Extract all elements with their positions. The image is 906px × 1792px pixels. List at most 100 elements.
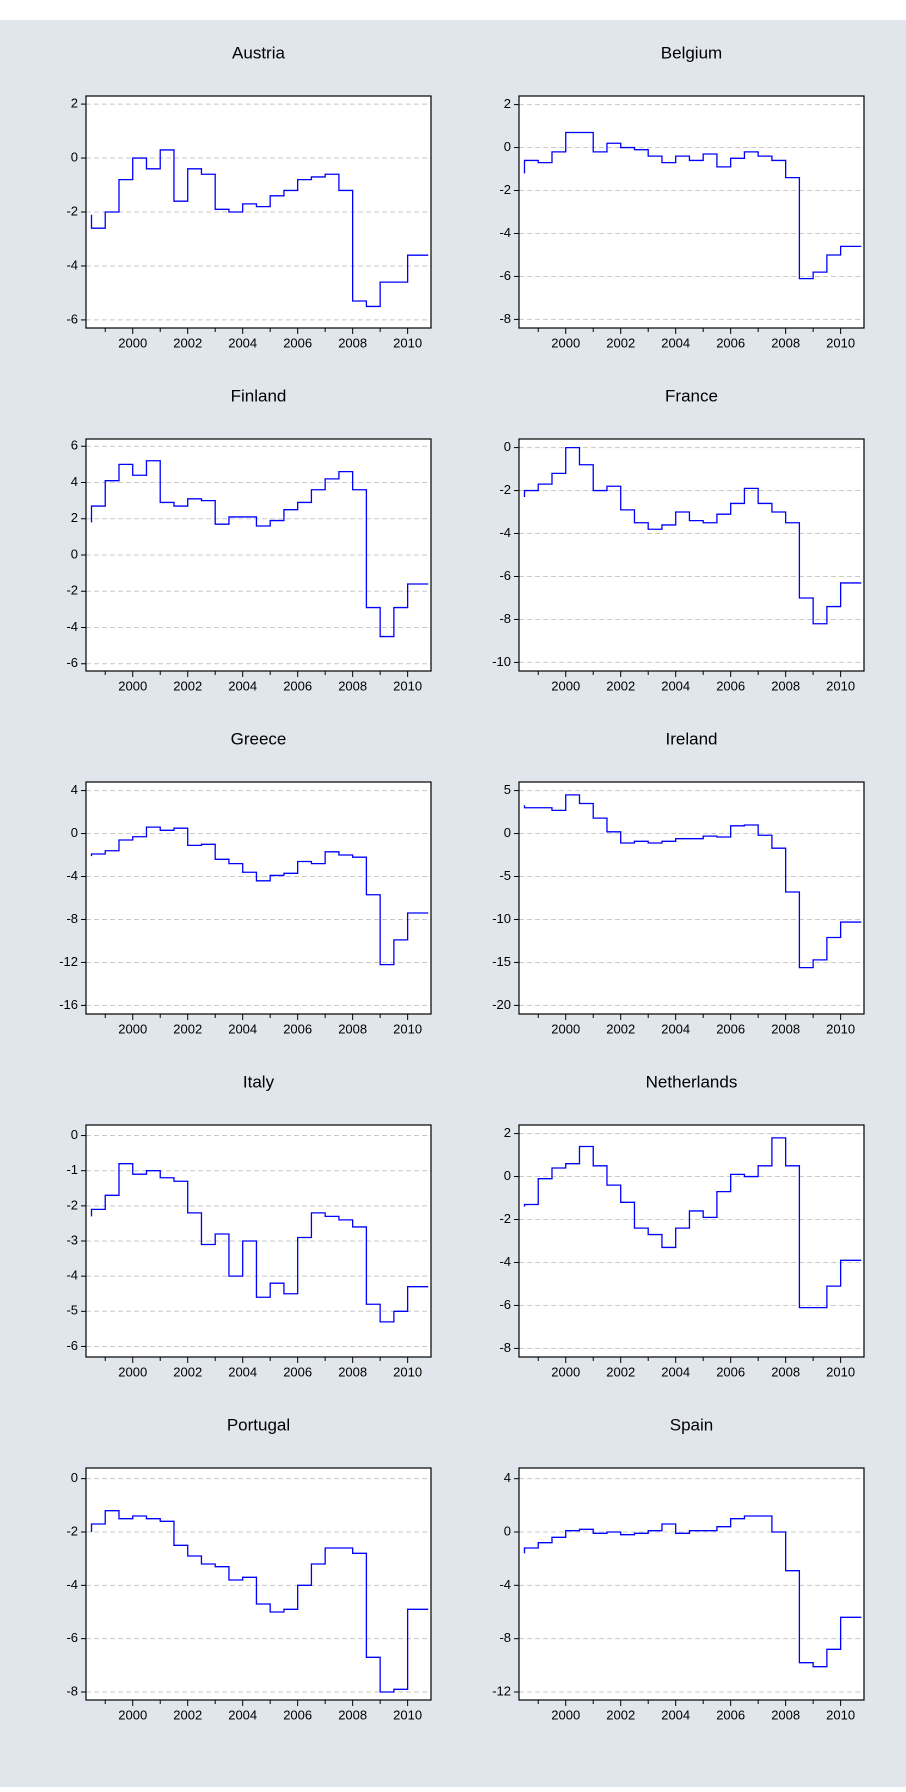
x-tick-label: 2008 (338, 1707, 367, 1722)
y-tick-label: -4 (499, 1254, 511, 1269)
plot-frame (518, 95, 865, 329)
x-tick-label: 2010 (826, 1364, 855, 1379)
y-tick-label: 6 (71, 438, 78, 453)
y-tick-label: -8 (499, 611, 511, 626)
x-tick-label: 2006 (283, 1707, 312, 1722)
chart-title: Spain (670, 1415, 713, 1434)
chart: Austria -6 -4 -2 0 2 2000 2002 2004 2006 2008 2010 (66, 43, 432, 350)
y-tick-label: 4 (71, 474, 78, 489)
plot-area (519, 96, 864, 328)
x-tick-label: 2002 (173, 1364, 202, 1379)
x-tick-label: 2004 (661, 1021, 690, 1036)
y-tick-label: -4 (66, 1268, 78, 1283)
y-tick-label: -4 (499, 225, 511, 240)
x-tick-label: 2008 (338, 678, 367, 693)
x-tick-label: 2000 (551, 1707, 580, 1722)
x-tick-label: 2008 (338, 1364, 367, 1379)
chart: Belgium -8 -6 -4 -2 0 2 2000 2002 2004 2006 2008 201… (499, 43, 865, 350)
y-tick-label: -2 (66, 203, 78, 218)
y-tick-label: -2 (499, 1211, 511, 1226)
y-tick-label: 2 (504, 1125, 511, 1140)
x-tick-label: 2004 (661, 1707, 690, 1722)
x-tick-label: 2002 (606, 335, 635, 350)
x-tick-label: 2010 (826, 1021, 855, 1036)
x-tick-label: 2008 (771, 1364, 800, 1379)
x-tick-label: 2004 (661, 678, 690, 693)
y-tick-label: -5 (499, 868, 511, 883)
y-tick-label: -8 (499, 1630, 511, 1645)
chart-title: Finland (231, 386, 287, 405)
x-tick-label: 2010 (393, 1364, 422, 1379)
x-tick-label: 2008 (771, 1707, 800, 1722)
x-tick-label: 2000 (551, 1021, 580, 1036)
plot-area (519, 1125, 864, 1357)
y-tick-label: -2 (499, 482, 511, 497)
y-tick-label: 2 (504, 96, 511, 111)
chart: Greece -16 -12 -8 -4 0 4 2000 2002 2004 2006 2008 20… (59, 729, 432, 1036)
plot-frame (85, 781, 432, 1015)
plot-area (519, 439, 864, 671)
x-tick-label: 2010 (393, 1021, 422, 1036)
y-tick-label: -6 (499, 268, 511, 283)
x-tick-label: 2002 (606, 1707, 635, 1722)
y-tick-label: 0 (71, 1470, 78, 1485)
chart: Finland -6 -4 -2 0 2 4 6 2000 2002 2004 2006 2008 201… (66, 386, 432, 693)
x-tick-label: 2000 (118, 1364, 147, 1379)
x-tick-label: 2000 (118, 678, 147, 693)
x-tick-label: 2006 (716, 678, 745, 693)
chart: Italy -6 -5 -4 -3 -2 -1 0 2000 2002 2004 2006 2008 20… (66, 1072, 432, 1379)
x-tick-label: 2006 (716, 335, 745, 350)
x-tick-label: 2008 (338, 335, 367, 350)
x-tick-label: 2006 (716, 1021, 745, 1036)
x-tick-label: 2002 (606, 1364, 635, 1379)
data-line (523, 131, 862, 280)
y-tick-label: -10 (492, 654, 511, 669)
chart-title: Greece (231, 729, 287, 748)
x-tick-label: 2008 (771, 678, 800, 693)
x-tick-label: 2010 (393, 678, 422, 693)
y-tick-label: -12 (492, 1683, 511, 1698)
y-tick-label: 2 (71, 96, 78, 111)
y-tick-label: -1 (66, 1162, 78, 1177)
y-tick-label: -6 (66, 311, 78, 326)
y-tick-label: -3 (66, 1232, 78, 1247)
x-tick-label: 2006 (283, 335, 312, 350)
plot-area (86, 782, 431, 1014)
data-line (523, 446, 862, 625)
y-tick-label: -2 (66, 1197, 78, 1212)
y-tick-label: -15 (492, 954, 511, 969)
x-tick-label: 2004 (228, 335, 257, 350)
x-tick-label: 2010 (826, 678, 855, 693)
y-tick-label: 4 (504, 1470, 511, 1485)
y-tick-label: 0 (504, 139, 511, 154)
y-tick-label: -4 (66, 619, 78, 634)
x-tick-label: 2004 (661, 1364, 690, 1379)
y-tick-label: -4 (66, 257, 78, 272)
y-tick-label: -4 (499, 1577, 511, 1592)
y-tick-label: -2 (66, 583, 78, 598)
chart: Ireland -20 -15 -10 -5 0 5 2000 2002 2004 2006 2008… (492, 729, 865, 1036)
y-tick-label: -6 (499, 1297, 511, 1312)
x-tick-label: 2002 (173, 1707, 202, 1722)
y-tick-label: -6 (499, 568, 511, 583)
y-tick-label: -8 (499, 311, 511, 326)
chart-title: Ireland (666, 729, 718, 748)
y-tick-label: -8 (66, 1683, 78, 1698)
x-tick-label: 2010 (826, 335, 855, 350)
chart: Spain -12 -8 -4 0 4 2000 2002 2004 2006 2008 2010 (492, 1415, 865, 1722)
x-tick-label: 2000 (551, 335, 580, 350)
x-tick-label: 2008 (771, 1021, 800, 1036)
x-tick-label: 2006 (283, 1364, 312, 1379)
chart-title: Netherlands (646, 1072, 738, 1091)
x-tick-label: 2004 (228, 1021, 257, 1036)
x-tick-label: 2010 (826, 1707, 855, 1722)
y-tick-label: -8 (66, 911, 78, 926)
chart: France -10 -8 -6 -4 -2 0 2000 2002 2004 2006 2008 20… (492, 386, 865, 693)
y-tick-label: 0 (504, 439, 511, 454)
y-tick-label: 0 (504, 825, 511, 840)
x-tick-label: 2004 (661, 335, 690, 350)
y-tick-label: 5 (504, 782, 511, 797)
y-tick-label: -2 (499, 182, 511, 197)
y-tick-label: -6 (66, 655, 78, 670)
